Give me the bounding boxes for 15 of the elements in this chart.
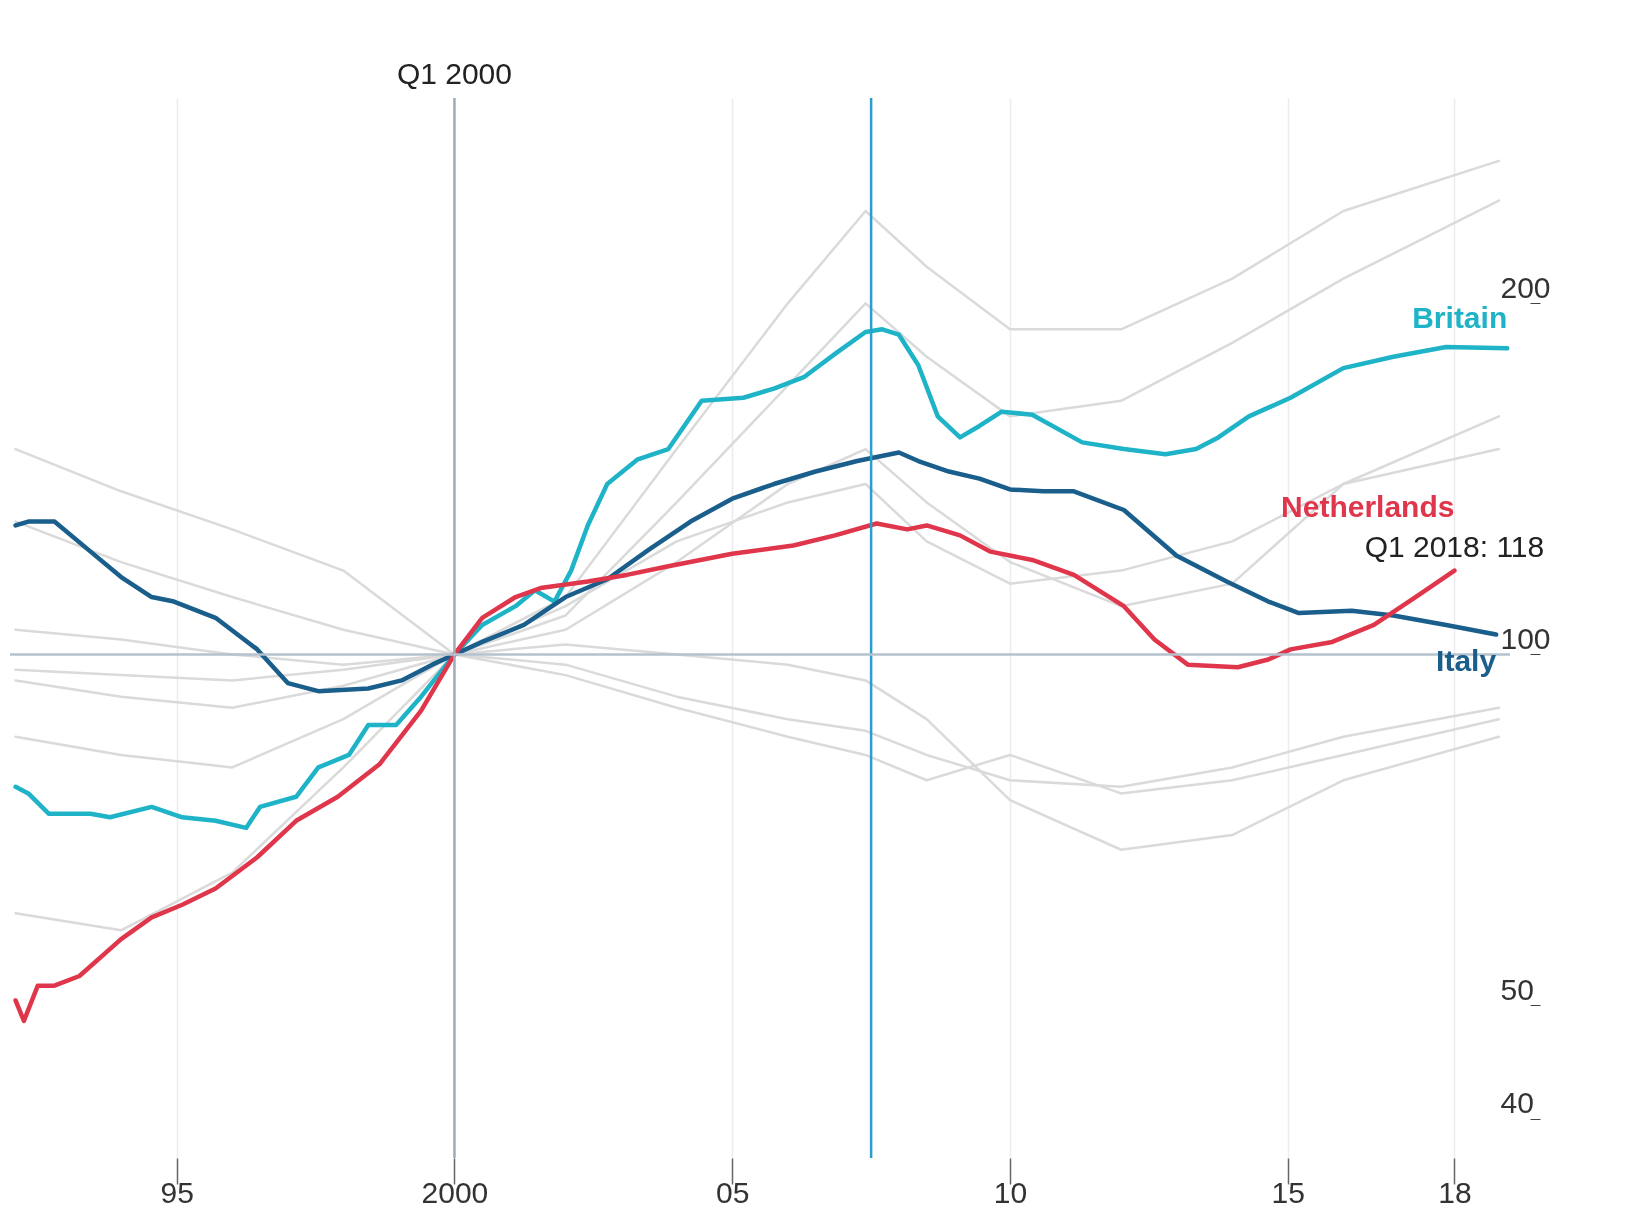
x-tick-label: 05 [716,1175,750,1206]
series-label: Netherlands [1281,489,1455,523]
annotation: Q1 2000 [396,57,512,90]
y-tick-label: 50 [1500,973,1534,1006]
x-tick-label: 15 [1271,1175,1305,1206]
annotation: Q1 2018: 118 [1364,529,1545,563]
series-label: Britain [1412,301,1508,335]
x-tick-label: 10 [993,1175,1028,1206]
x-tick-label: 2000 [421,1175,489,1206]
y-tick-label: 200 [1500,270,1551,304]
y-tick-label: 100 [1500,621,1551,655]
y-tick-label: 40 [1500,1086,1534,1120]
series-label: Italy [1436,643,1497,677]
x-tick-label: 95 [160,1175,194,1206]
x-tick-label: 18 [1438,1175,1472,1206]
